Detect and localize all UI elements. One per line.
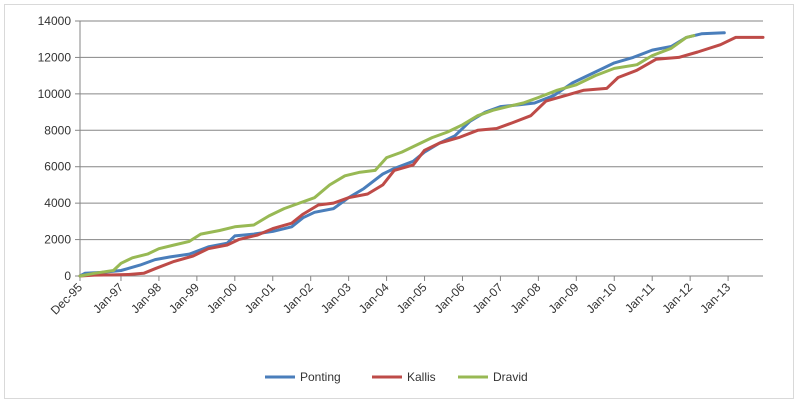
series-line-kallis — [78, 35, 765, 278]
y-tick-label: 2000 — [44, 233, 71, 247]
series-line-ponting — [78, 31, 726, 278]
y-tick-label: 12000 — [38, 50, 72, 64]
y-tick-label: 10000 — [38, 87, 72, 101]
legend-label-kallis: Kallis — [407, 370, 436, 384]
x-tick-label: Jan-10 — [584, 280, 620, 316]
x-tick-label: Jan-12 — [659, 280, 695, 316]
x-tick-label: Jan-02 — [280, 280, 316, 316]
y-tick-label: 6000 — [44, 160, 71, 174]
x-tick-label: Jan-11 — [622, 280, 657, 315]
x-tick-label: Jan-99 — [166, 280, 202, 316]
y-tick-label: 14000 — [38, 14, 72, 28]
x-tick-label: Jan-98 — [128, 280, 164, 316]
legend-label-dravid: Dravid — [493, 370, 528, 384]
x-tick-label: Jan-97 — [90, 280, 126, 316]
x-tick-label: Jan-07 — [470, 280, 506, 316]
x-tick-label: Jan-13 — [697, 280, 733, 316]
y-tick-label: 4000 — [44, 196, 71, 210]
x-tick-label: Jan-04 — [356, 280, 392, 316]
chart-frame — [4, 4, 794, 399]
x-tick-label: Jan-05 — [394, 280, 430, 316]
x-tick-label: Jan-00 — [204, 280, 240, 316]
series-line-dravid — [78, 34, 696, 278]
x-tick-label: Jan-09 — [546, 280, 582, 316]
y-tick-label: 0 — [64, 269, 71, 283]
legend-label-ponting: Ponting — [300, 370, 341, 384]
x-tick-label: Dec-95 — [48, 280, 85, 317]
x-tick-label: Jan-01 — [242, 280, 278, 316]
x-tick-label: Jan-03 — [318, 280, 354, 316]
x-tick-label: Jan-06 — [432, 280, 468, 316]
x-tick-label: Jan-08 — [508, 280, 544, 316]
y-tick-label: 8000 — [44, 123, 71, 137]
